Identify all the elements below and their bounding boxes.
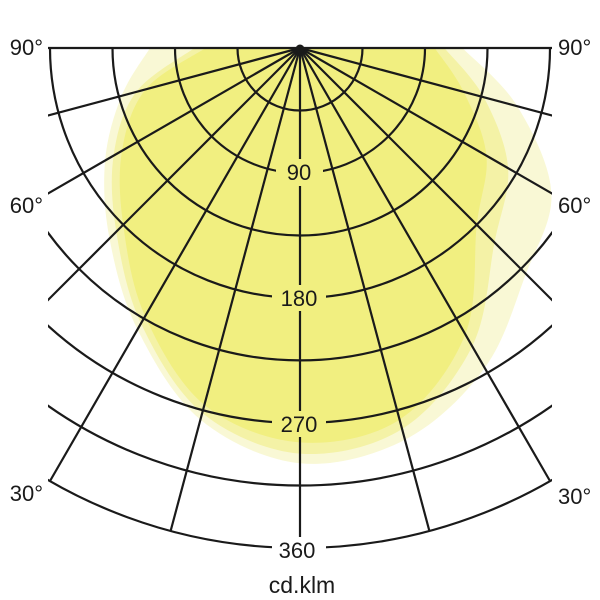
angle-line--45 — [48, 47, 301, 302]
angle-line-45 — [299, 47, 552, 302]
tick-halo-270 — [272, 411, 326, 437]
radial-tick-180: 180 — [281, 286, 318, 311]
angle-label-60-left: 60° — [10, 193, 43, 218]
intensity-lobes — [104, 48, 552, 464]
angle-line-75 — [299, 46, 552, 117]
tick-halo-360 — [272, 537, 326, 563]
angle-label-90-left: 90° — [10, 35, 43, 60]
angle-line--30 — [49, 47, 301, 482]
tick-halo-90 — [276, 159, 323, 186]
angle-line-30 — [299, 47, 551, 482]
radial-tick-90: 90 — [287, 160, 311, 185]
angle-label-30-left: 30° — [10, 481, 43, 506]
lobe-main-lobe — [119, 48, 487, 443]
radial-tick-360: 360 — [279, 538, 316, 563]
angle-line-60 — [299, 47, 552, 195]
angle-line-15 — [298, 47, 431, 532]
angle-label-60-right: 60° — [558, 193, 591, 218]
unit-label: cd.klm — [269, 572, 335, 598]
angle-line--15 — [169, 47, 302, 532]
angle-label-30-right: 30° — [558, 484, 591, 509]
angle-label-90-right: 90° — [558, 35, 591, 60]
tick-halo-180 — [272, 285, 326, 311]
angle-line--60 — [48, 47, 301, 195]
radial-tick-270: 270 — [281, 412, 318, 437]
pole-dot — [295, 44, 305, 54]
angle-line--75 — [48, 46, 301, 117]
